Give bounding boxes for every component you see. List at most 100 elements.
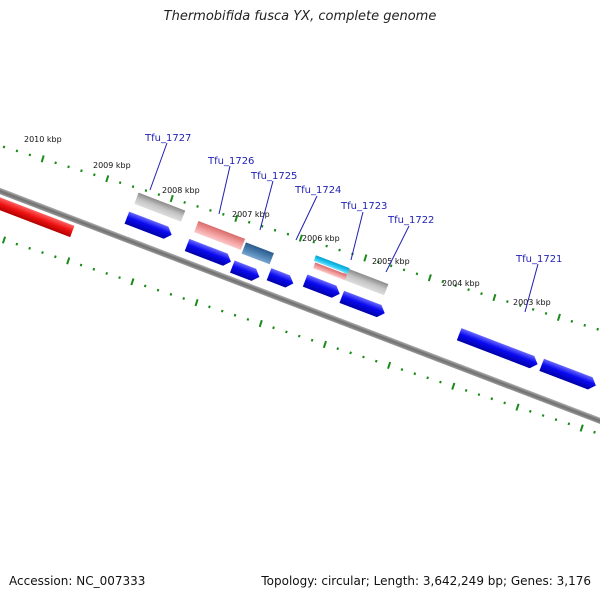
minor-tick [246, 317, 250, 321]
minor-tick [118, 181, 122, 185]
minor-tick [454, 284, 457, 288]
minor-tick [260, 224, 264, 228]
minor-tick [506, 300, 509, 303]
minor-tick [554, 418, 558, 422]
minor-tick [28, 153, 32, 157]
outer-tick-ring [2, 145, 599, 331]
major-tick [556, 313, 561, 321]
leader-line [295, 195, 318, 241]
gene-label: Tfu_1721 [515, 254, 562, 265]
minor-tick [41, 251, 44, 255]
minor-tick [467, 288, 470, 292]
minor-tick [233, 313, 237, 317]
leader-line [259, 180, 274, 231]
minor-tick [286, 232, 290, 236]
minor-tick [15, 242, 19, 246]
accession-text: Accession: NC_007333 [9, 574, 146, 588]
minor-tick [310, 338, 314, 342]
minor-tick [28, 246, 31, 250]
minor-tick [583, 323, 587, 327]
minor-tick [67, 165, 70, 169]
cds-arrow [339, 290, 385, 318]
map-title: Thermobifida fusca YX, complete genome [163, 9, 437, 24]
gene-label: Tfu_1727 [144, 133, 191, 144]
pink-feature [313, 262, 348, 281]
minor-tick [156, 288, 160, 292]
gray-feature [341, 267, 389, 296]
minor-tick [593, 430, 596, 434]
pink-feature [194, 220, 246, 251]
minor-tick [54, 255, 57, 259]
minor-tick [439, 380, 442, 384]
minor-tick [518, 304, 522, 307]
leader-line [385, 225, 410, 273]
major-tick [258, 319, 263, 328]
minor-tick [541, 414, 545, 417]
leader-line [524, 263, 539, 313]
minor-tick [400, 368, 404, 371]
minor-tick [544, 312, 548, 315]
minor-tick [196, 205, 199, 208]
minor-tick [183, 201, 186, 204]
minor-tick [415, 272, 419, 276]
minor-tick [374, 359, 378, 363]
major-tick [105, 175, 110, 183]
minor-tick [93, 173, 96, 177]
cds-arrow [124, 211, 172, 239]
minor-tick [297, 334, 301, 338]
minor-tick [208, 305, 211, 309]
cds-arrow [266, 268, 294, 288]
minor-tick [325, 244, 328, 248]
minor-tick [441, 280, 445, 284]
major-tick [1, 236, 7, 244]
major-tick [427, 274, 432, 282]
major-tick [298, 234, 303, 242]
gene-label: Tfu_1726 [207, 156, 254, 167]
minor-tick [247, 220, 251, 224]
minor-tick [220, 309, 224, 313]
cds-arrow [184, 238, 231, 266]
cds-arrow [302, 274, 340, 298]
minor-tick [222, 212, 225, 216]
label-leaders [149, 142, 539, 313]
minor-tick [503, 401, 506, 405]
major-tick [234, 214, 239, 222]
gene-label: Tfu_1725 [250, 171, 297, 182]
minor-tick [464, 389, 468, 392]
red-feature [0, 185, 75, 238]
minor-tick [480, 292, 483, 296]
minor-tick [477, 393, 481, 397]
minor-tick [169, 292, 173, 296]
minor-tick [144, 189, 148, 192]
minor-tick [402, 268, 406, 272]
cds-arrow [230, 260, 260, 281]
major-tick [66, 257, 71, 265]
minor-tick [182, 297, 186, 300]
minor-tick [490, 397, 494, 401]
cds-arrow [539, 358, 596, 390]
leader-line [350, 211, 364, 261]
gene-label: Tfu_1723 [340, 201, 387, 212]
minor-tick [285, 330, 288, 334]
topology-text: Topology: circular; Length: 3,642,249 bp… [261, 574, 591, 588]
kbp-label: 2007 kbp [232, 210, 270, 219]
kbp-label: 2008 kbp [162, 186, 200, 195]
minor-tick [209, 208, 212, 212]
cds-arrow [456, 328, 538, 369]
major-tick [579, 424, 584, 432]
major-tick [40, 155, 45, 163]
minor-tick [92, 267, 96, 271]
genome-track [0, 181, 600, 445]
minor-tick [376, 260, 380, 264]
major-tick [363, 254, 368, 262]
minor-tick [80, 169, 83, 173]
inner-tick-ring [1, 236, 596, 434]
kbp-label: 2003 kbp [513, 298, 551, 307]
minor-tick [131, 185, 135, 189]
minor-tick [596, 327, 599, 331]
minor-tick [54, 161, 57, 165]
minor-tick [349, 351, 352, 355]
genome-backbone [0, 181, 600, 445]
minor-tick [79, 263, 83, 267]
